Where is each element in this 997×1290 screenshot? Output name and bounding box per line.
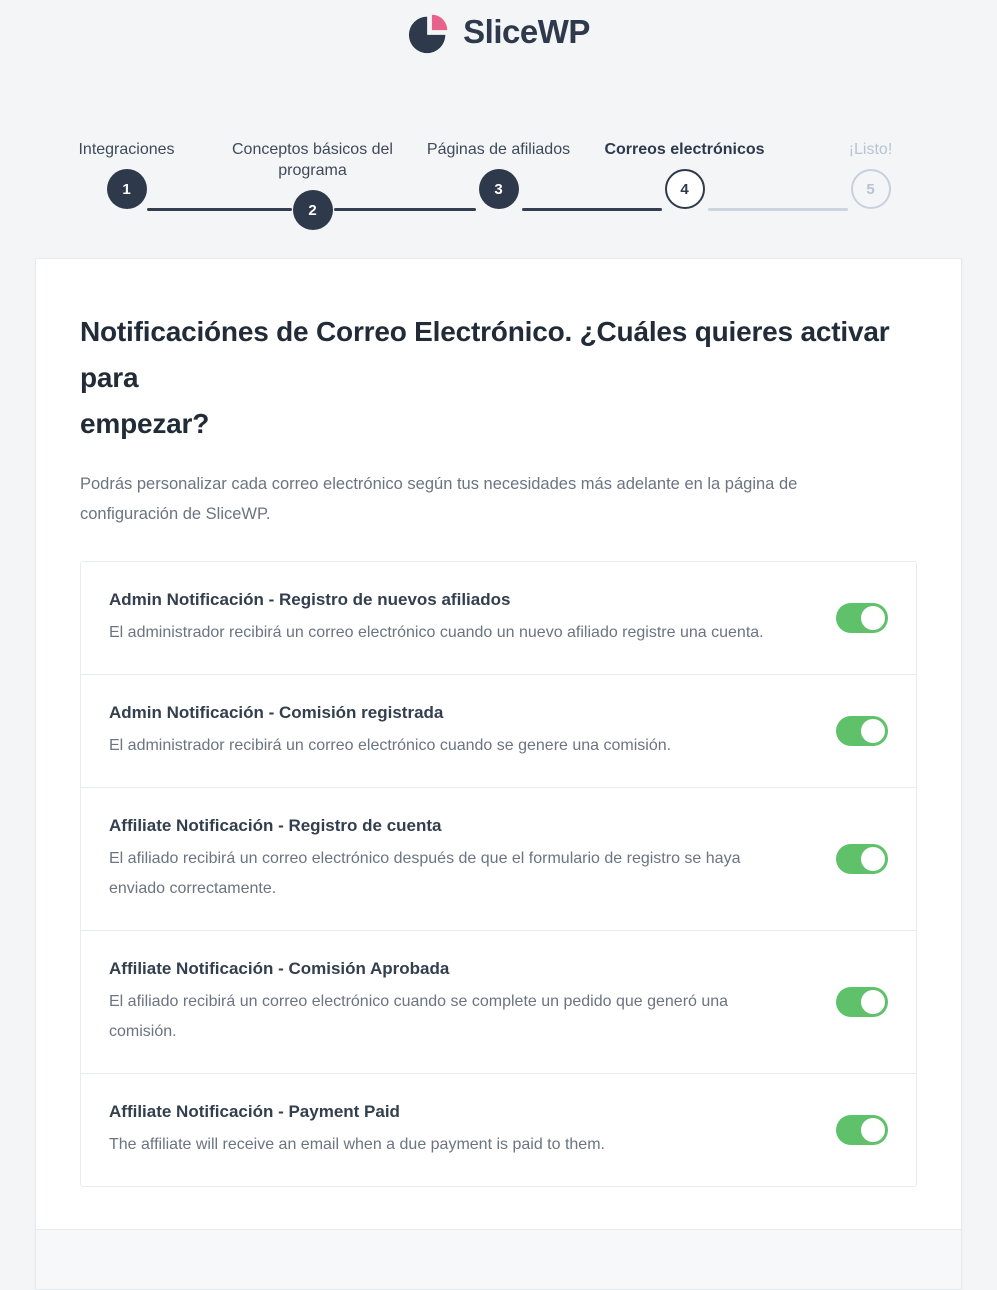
notification-title: Affiliate Notificación - Comisión Aproba… — [109, 959, 450, 978]
notification-row: Affiliate Notificación - Comisión Aproba… — [81, 931, 916, 1074]
step-connector — [707, 208, 848, 211]
step-label: Correos electrónicos — [604, 141, 765, 158]
step-label: Integraciones — [78, 141, 175, 158]
page-title: Notificaciónes de Correo Electrónico. ¿C… — [80, 309, 917, 447]
toggle-knob — [861, 990, 885, 1014]
page-description: Podrás personalizar cada correo electrón… — [80, 475, 798, 523]
step-label: Páginas de afiliados — [426, 141, 571, 158]
notification-row: Admin Notificación - Comisión registrada… — [81, 675, 916, 788]
notification-text: Admin Notificación - Registro de nuevos … — [109, 588, 812, 648]
notification-toggle[interactable] — [836, 844, 888, 874]
stepper-step: Integraciones 1 — [34, 139, 220, 230]
toggle-knob — [861, 606, 885, 630]
notification-title: Affiliate Notificación - Registro de cue… — [109, 816, 442, 835]
notification-description: The affiliate will receive an email when… — [109, 1136, 605, 1153]
notification-row: Admin Notificación - Registro de nuevos … — [81, 562, 916, 675]
notification-text: Affiliate Notificación - Comisión Aproba… — [109, 957, 812, 1047]
stepper-step: Páginas de afiliados 3 — [406, 139, 592, 230]
logo-wordmark: SliceWP — [463, 13, 590, 50]
step-connector — [146, 208, 292, 211]
notification-toggle[interactable] — [836, 603, 888, 633]
app-header: SliceWP — [0, 0, 997, 55]
notification-description: El afiliado recibirá un correo electróni… — [109, 993, 729, 1040]
step-number-badge: 1 — [106, 169, 147, 209]
step-number-badge: 2 — [292, 190, 333, 230]
card-footer — [36, 1229, 961, 1289]
notification-title: Admin Notificación - Registro de nuevos … — [109, 590, 511, 609]
setup-wizard-stepper: Integraciones 1 Conceptos básicos del pr… — [34, 139, 964, 230]
slicewp-logo: SliceWP — [407, 9, 590, 55]
step-label: ¡Listo! — [848, 141, 893, 158]
notification-text: Affiliate Notificación - Registro de cue… — [109, 814, 812, 904]
card-body: Notificaciónes de Correo Electrónico. ¿C… — [36, 259, 961, 1229]
notification-toggle[interactable] — [836, 716, 888, 746]
stepper-step: Conceptos básicos del programa 2 — [220, 139, 406, 230]
notification-text: Admin Notificación - Comisión registrada… — [109, 701, 812, 761]
notification-toggle[interactable] — [836, 1115, 888, 1145]
notification-description: El afiliado recibirá un correo electróni… — [109, 850, 741, 897]
toggle-knob — [861, 1118, 885, 1142]
notification-toggle[interactable] — [836, 987, 888, 1017]
stepper-step: Correos electrónicos 4 — [592, 139, 778, 230]
notification-row: Affiliate Notificación - Payment Paid Th… — [81, 1074, 916, 1186]
notification-title: Admin Notificación - Comisión registrada — [109, 703, 444, 722]
page-title-line: empezar? — [80, 408, 210, 439]
notification-row: Affiliate Notificación - Registro de cue… — [81, 788, 916, 931]
step-number-badge: 5 — [850, 169, 891, 209]
notification-description: El administrador recibirá un correo elec… — [109, 737, 672, 754]
stepper-step: ¡Listo! 5 — [778, 139, 964, 230]
toggle-knob — [861, 719, 885, 743]
step-number-badge: 4 — [664, 169, 705, 209]
notification-description: El administrador recibirá un correo elec… — [109, 624, 764, 641]
step-label: Conceptos básicos del programa — [232, 141, 393, 179]
step-connector — [521, 208, 662, 211]
pie-chart-logo-icon — [409, 14, 448, 54]
step-connector — [333, 208, 476, 211]
page-title-line: Notificaciónes de Correo Electrónico. ¿C… — [80, 316, 890, 393]
notification-text: Affiliate Notificación - Payment Paid Th… — [109, 1100, 812, 1160]
notification-title: Affiliate Notificación - Payment Paid — [109, 1102, 400, 1121]
step-number-badge: 3 — [478, 169, 519, 209]
notification-list: Admin Notificación - Registro de nuevos … — [80, 561, 917, 1187]
wizard-card: Notificaciónes de Correo Electrónico. ¿C… — [35, 258, 962, 1290]
toggle-knob — [861, 847, 885, 871]
